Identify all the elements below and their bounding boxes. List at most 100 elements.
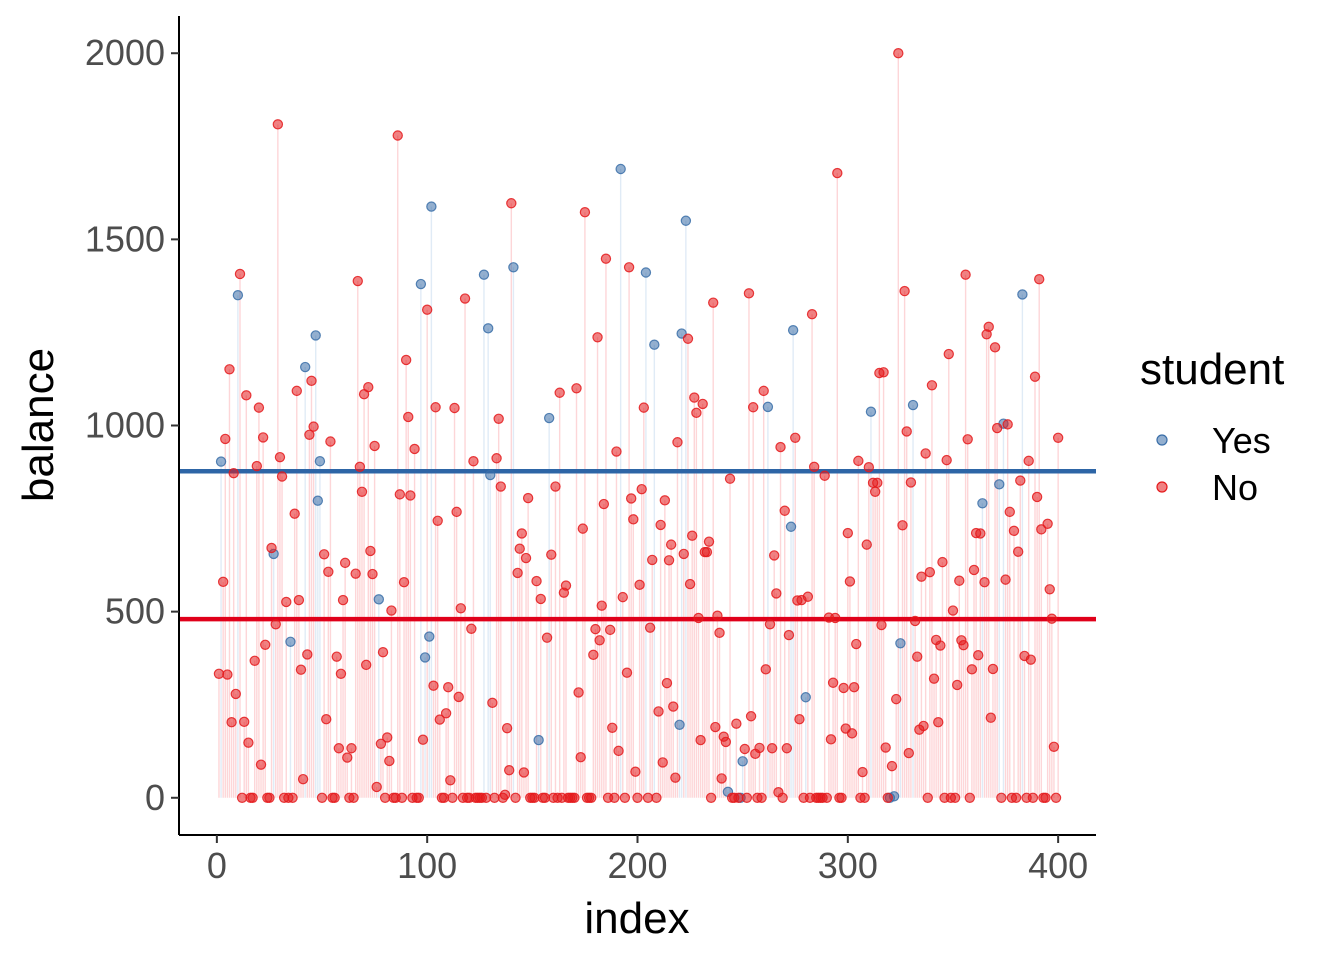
point-no-36 [297,773,309,785]
point-no-89 [428,680,439,691]
x-axis-ticks: 0 100 200 300 400 [207,835,1088,886]
point-yes-38 [994,479,1005,490]
point-no-290 [899,285,910,297]
point-no-0 [213,668,225,680]
point-no-333 [996,792,1007,803]
point-no-229 [754,742,765,754]
point-no-274 [857,766,868,778]
y-axis-ticks: 0 500 1000 1500 2000 [85,32,179,818]
point-yes-19 [615,163,626,175]
point-no-295 [912,651,923,662]
point-no-48 [331,651,342,662]
point-no-256 [819,470,830,481]
point-no-200 [686,530,698,541]
point-yes-32 [865,406,877,417]
point-no-77 [394,489,406,500]
legend-item-no: No [1156,467,1258,508]
point-no-175 [623,262,635,273]
point-no-87 [417,734,429,745]
point-no-69 [377,647,389,658]
point-no-56 [348,792,359,803]
point-no-265 [838,682,849,694]
point-yes-12 [426,201,437,212]
point-no-185 [647,554,658,566]
point-no-153 [575,751,586,763]
point-no-334 [1000,574,1011,585]
point-no-357 [1050,792,1062,803]
point-no-20 [260,639,271,650]
point-no-50 [335,668,347,680]
y-tick-label-2000: 2000 [85,32,165,73]
point-no-209 [705,792,717,803]
point-no-190 [659,495,671,506]
point-no-139 [546,549,557,560]
point-no-195 [670,772,681,783]
legend-title: student [1140,345,1284,394]
point-no-283 [878,367,889,378]
point-yes-7 [314,456,326,467]
point-no-65 [367,568,378,580]
point-no-170 [611,446,622,457]
point-no-146 [560,580,572,591]
point-yes-11 [424,631,435,642]
point-no-202 [691,407,702,419]
point-yes-4 [299,361,311,373]
point-no-6 [228,467,239,479]
point-no-293 [905,477,917,488]
point-no-269 [846,728,858,739]
legend-key-yes [1156,434,1168,446]
point-yes-0 [215,456,227,467]
point-no-319 [962,434,973,445]
point-no-22 [264,792,275,803]
point-no-291 [901,426,912,437]
point-no-271 [851,638,862,650]
point-yes-15 [485,469,496,481]
point-no-222 [739,743,750,755]
legend-label-yes: Yes [1212,420,1271,461]
point-no-239 [777,792,788,803]
point-no-128 [518,767,530,778]
point-no-282 [876,619,887,631]
point-no-262 [832,167,843,179]
legend-key-no [1156,481,1168,493]
point-no-66 [369,440,380,452]
point-no-250 [806,308,818,320]
point-yes-29 [785,521,797,532]
point-no-353 [1042,518,1053,529]
point-no-16 [251,460,263,472]
point-no-328 [983,321,994,333]
point-no-95 [440,708,452,719]
point-yes-13 [478,269,490,280]
point-no-174 [621,667,633,678]
point-no-356 [1048,741,1060,752]
point-no-301 [924,566,936,578]
point-no-122 [504,765,515,776]
point-no-25 [272,119,284,130]
point-no-12 [243,737,254,748]
point-no-241 [781,743,793,754]
point-no-116 [491,453,502,464]
point-no-272 [853,455,864,467]
point-no-104 [459,293,471,304]
point-no-242 [783,629,795,641]
y-tick-label-500: 500 [105,591,165,632]
point-no-180 [634,579,645,591]
point-no-302 [926,380,938,391]
point-no-187 [653,706,664,717]
point-no-73 [386,605,397,616]
point-no-57 [350,568,361,579]
legend-item-yes: Yes [1156,420,1271,461]
point-no-47 [329,792,340,803]
point-no-297 [916,571,927,582]
point-no-97 [445,775,456,786]
point-no-86 [413,792,424,803]
point-no-307 [937,556,948,568]
point-yes-22 [674,719,685,731]
point-no-138 [541,632,553,643]
point-no-298 [918,720,929,732]
point-no-52 [339,557,351,569]
point-no-287 [890,693,902,705]
point-no-58 [352,275,363,287]
point-no-189 [657,757,668,768]
point-no-49 [333,743,345,754]
